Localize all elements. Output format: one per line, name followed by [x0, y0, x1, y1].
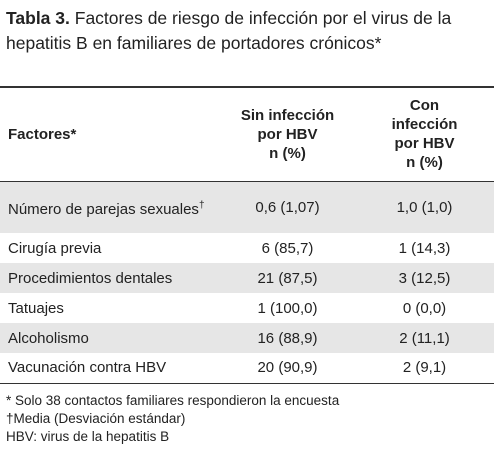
cell-value: 1 (14,3) [398, 239, 451, 257]
table-cell: 1 (14,3) [355, 233, 494, 263]
cell-value: 1 (100,0) [257, 299, 318, 317]
header-row: Factores* Sin infección por HBV n (%) Con inf… [0, 87, 494, 181]
table-row: Alcoholismo 16 (88,9) 2 (11,1) [0, 323, 494, 353]
table-cell: 2 (9,1) [355, 353, 494, 383]
title-label: Tabla 3. [6, 8, 70, 28]
header-text: por HBV [257, 125, 318, 143]
header-text: n (%) [269, 144, 306, 162]
table-row: Cirugía previa 6 (85,7) 1 (14,3) [0, 233, 494, 263]
footnote: †Media (Desviación estándar) [6, 411, 186, 426]
table-cell: 20 (90,9) [220, 353, 355, 383]
title-text: Factores de riesgo de infección por el v… [6, 8, 452, 53]
table-cell: 1 (100,0) [220, 293, 355, 323]
cell-value: 3 (12,5) [398, 269, 451, 287]
table-row: Procedimientos dentales 21 (87,5) 3 (12,5) [0, 263, 494, 293]
table-cell: 6 (85,7) [220, 233, 355, 263]
table-row: Tatuajes 1 (100,0) 0 (0,0) [0, 293, 494, 323]
factor-name: Vacunación contra HBV [8, 359, 167, 377]
table-header: Factores* Sin infección por HBV n (%) Con inf… [0, 87, 494, 181]
factor-name: Cirugía previa [8, 239, 102, 257]
table-cell: Tatuajes [0, 293, 220, 323]
cell-value: 6 (85,7) [261, 239, 314, 257]
header-text: infección [391, 116, 458, 134]
cell-value: 1,0 (1,0) [396, 198, 453, 216]
factor-name: Alcoholismo [8, 329, 89, 347]
table-row: Vacunación contra HBV 20 (90,9) 2 (9,1) [0, 353, 494, 383]
factor-name: Tatuajes [8, 299, 64, 317]
cell-value: 21 (87,5) [257, 269, 318, 287]
table-cell: Vacunación contra HBV [0, 353, 220, 383]
cell-value: 2 (11,1) [399, 329, 450, 347]
table-row: Número de parejas sexuales† 0,6 (1,07) 1,0… [0, 181, 494, 233]
table-cell: 0,6 (1,07) [220, 181, 355, 233]
title: Tabla 3. Factores de riesgo de infección… [6, 6, 494, 56]
table-cell: Cirugía previa [0, 233, 220, 263]
header-cell: Con infección por HBV n (%) [355, 87, 494, 181]
header-text: Sin infección [240, 106, 335, 124]
header-cell: Factores* [0, 87, 220, 181]
header-text: Factores* [8, 125, 77, 143]
table-body: Número de parejas sexuales† 0,6 (1,07) 1,0… [0, 181, 494, 383]
cell-value: 20 (90,9) [257, 359, 318, 377]
header-cell: Sin infección por HBV n (%) [220, 87, 355, 181]
cell-value: 0 (0,0) [402, 299, 447, 317]
table-cell: 1,0 (1,0) [355, 181, 494, 233]
table: Factores* Sin infección por HBV n (%) Con inf… [0, 86, 494, 384]
table-cell: 16 (88,9) [220, 323, 355, 353]
table-cell: 0 (0,0) [355, 293, 494, 323]
footnote-mark: † [198, 199, 205, 211]
header-text: Con [409, 97, 440, 115]
footnotes: * Solo 38 contactos familiares respondie… [6, 392, 339, 446]
cell-value: 2 (9,1) [402, 359, 447, 377]
table-cell: 3 (12,5) [355, 263, 494, 293]
factor-name: Procedimientos dentales [8, 269, 173, 287]
table-cell: Número de parejas sexuales† [0, 181, 220, 233]
cell-value: 0,6 (1,07) [255, 198, 320, 216]
factor-name: Número de parejas sexuales [8, 200, 199, 218]
table-cell: Procedimientos dentales [0, 263, 220, 293]
table-cell: Alcoholismo [0, 323, 220, 353]
table-cell: 2 (11,1) [355, 323, 494, 353]
cell-value: 16 (88,9) [257, 329, 318, 347]
footnote: HBV: virus de la hepatitis B [6, 429, 170, 444]
footnote: * Solo 38 contactos familiares respondie… [6, 393, 340, 408]
header-text: n (%) [406, 154, 443, 172]
header-text: por HBV [394, 135, 455, 153]
table-cell: 21 (87,5) [220, 263, 355, 293]
